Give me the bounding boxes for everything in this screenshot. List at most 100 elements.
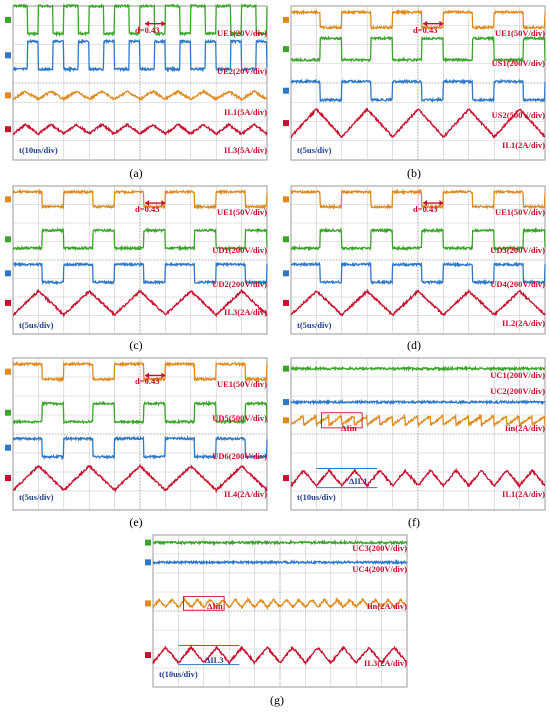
channel-marker	[5, 475, 11, 482]
series-label: IL4(2A/div)	[224, 489, 267, 499]
series-label: UE1(50V/div)	[216, 207, 267, 217]
trace-green	[290, 34, 546, 64]
channel-marker	[283, 299, 289, 306]
series-label: UC3(200V/div)	[352, 543, 407, 553]
channel-marker	[283, 399, 289, 406]
trace-orange	[290, 8, 546, 31]
duty-arrow-head	[145, 20, 150, 27]
duty-annotation: d=0.43	[135, 25, 160, 35]
series-label: US2(500V/div)	[491, 110, 545, 120]
trace-blue	[290, 398, 546, 406]
channel-marker	[5, 236, 11, 243]
series-label: IL3(2A/div)	[224, 307, 267, 317]
channel-marker	[283, 196, 289, 203]
series-label: UD2(200V/div)	[212, 279, 267, 289]
series-label: UD3(200V/div)	[490, 245, 545, 255]
series-label: UE1(20V/div)	[216, 28, 267, 38]
channel-marker	[5, 299, 11, 306]
series-label: Iin(2A/div)	[504, 423, 545, 433]
oscilloscope-plot-e	[5, 357, 268, 511]
channel-marker	[283, 270, 289, 277]
time-base-label: t(10us/div)	[159, 669, 198, 679]
series-label: IL1(2A/div)	[502, 489, 545, 499]
series-label: UD1(200V/div)	[212, 245, 267, 255]
series-label: UD4(200V/div)	[490, 279, 545, 289]
duty-annotation: d=0.43	[413, 204, 438, 214]
trace-orange	[152, 596, 408, 611]
channel-marker	[5, 368, 11, 375]
series-label: UE1(50V/div)	[216, 379, 267, 389]
oscilloscope-plot-a	[5, 4, 268, 161]
oscilloscope-plot-b	[283, 5, 546, 161]
trace-orange	[12, 188, 268, 211]
series-label: US1(200V/div)	[491, 58, 545, 68]
scope-panel-d: d=0.43 UE1(50V/div) UD3(200V/div) UD4(20…	[283, 184, 547, 336]
series-label: UD6(200V/div)	[212, 451, 267, 461]
series-label: IL1(2A/div)	[502, 140, 545, 150]
scope-panel-b: d=0.43 UE1(50V/div) US1(200V/div) US2(50…	[283, 4, 547, 162]
series-label: IL3(2A/div)	[364, 658, 407, 668]
trace-green	[152, 539, 408, 547]
channel-marker	[145, 600, 151, 607]
series-label: IL2(2A/div)	[502, 318, 545, 328]
duty-annotation: d=0.43	[135, 376, 160, 386]
trace-red	[290, 467, 546, 490]
trace-blue	[290, 78, 546, 103]
trace-red	[290, 107, 546, 139]
delta-bracket	[321, 412, 363, 429]
time-base-label: t(5us/div)	[19, 320, 54, 330]
scope-panel-a: d=0.43 UE1(20V/div) UE2(20V/div) IL1(5A/…	[5, 4, 269, 162]
channel-marker	[145, 652, 151, 659]
series-label: UC1(200V/div)	[490, 370, 545, 380]
channel-marker	[5, 270, 11, 277]
duty-arrow-head	[161, 20, 166, 27]
time-base-label: t(5us/div)	[297, 320, 332, 330]
delta-bracket	[183, 596, 225, 611]
trace-green	[12, 227, 268, 252]
oscilloscope-plot-f	[283, 357, 546, 511]
channel-marker	[5, 92, 11, 99]
trace-red	[290, 288, 546, 317]
duty-arrow-head	[439, 200, 444, 207]
delta-label: ΔIin	[207, 601, 223, 611]
time-base-label: t(10us/div)	[297, 492, 336, 502]
trace-red	[12, 463, 268, 494]
series-label: Iin(2A/div)	[366, 601, 407, 611]
duty-arrow-head	[439, 20, 444, 27]
channel-marker	[283, 87, 289, 94]
trace-red	[12, 288, 268, 318]
series-label: IL1(5A/div)	[224, 107, 267, 117]
series-label: UD5(500V/div)	[212, 413, 267, 423]
channel-marker	[5, 444, 11, 451]
trace-blue	[12, 434, 268, 461]
oscilloscope-plot-c	[5, 185, 268, 335]
channel-marker	[5, 126, 11, 133]
channel-marker	[5, 196, 11, 203]
caption-e: (e)	[129, 515, 143, 529]
duty-annotation: d=0.43	[413, 25, 438, 35]
trace-blue	[152, 558, 408, 566]
channel-marker	[283, 46, 289, 53]
duty-arrow-head	[145, 200, 150, 207]
channel-marker	[5, 16, 11, 23]
duty-arrow-head	[161, 200, 166, 207]
trace-red	[152, 644, 408, 666]
channel-marker	[283, 417, 289, 424]
trace-orange	[12, 89, 268, 102]
series-label: UC2(200V/div)	[490, 386, 545, 396]
series-label: UE1(50V/div)	[494, 28, 545, 38]
channel-marker	[283, 475, 289, 482]
caption-d: (d)	[407, 338, 421, 352]
duty-annotation: d=0.43	[135, 204, 160, 214]
trace-orange	[12, 360, 268, 383]
trace-blue	[12, 38, 268, 73]
trace-blue	[12, 261, 268, 286]
duty-arrow-head	[145, 372, 150, 379]
channel-marker	[145, 539, 151, 546]
scope-panel-f: UC1(200V/div) UC2(200V/div) ΔIin Iin(2A/…	[283, 356, 547, 512]
trace-orange	[290, 413, 546, 429]
channel-marker	[283, 365, 289, 372]
time-base-label: t(5us/div)	[19, 492, 54, 502]
delta-label: ΔIL3	[205, 655, 224, 665]
channel-marker	[5, 409, 11, 416]
